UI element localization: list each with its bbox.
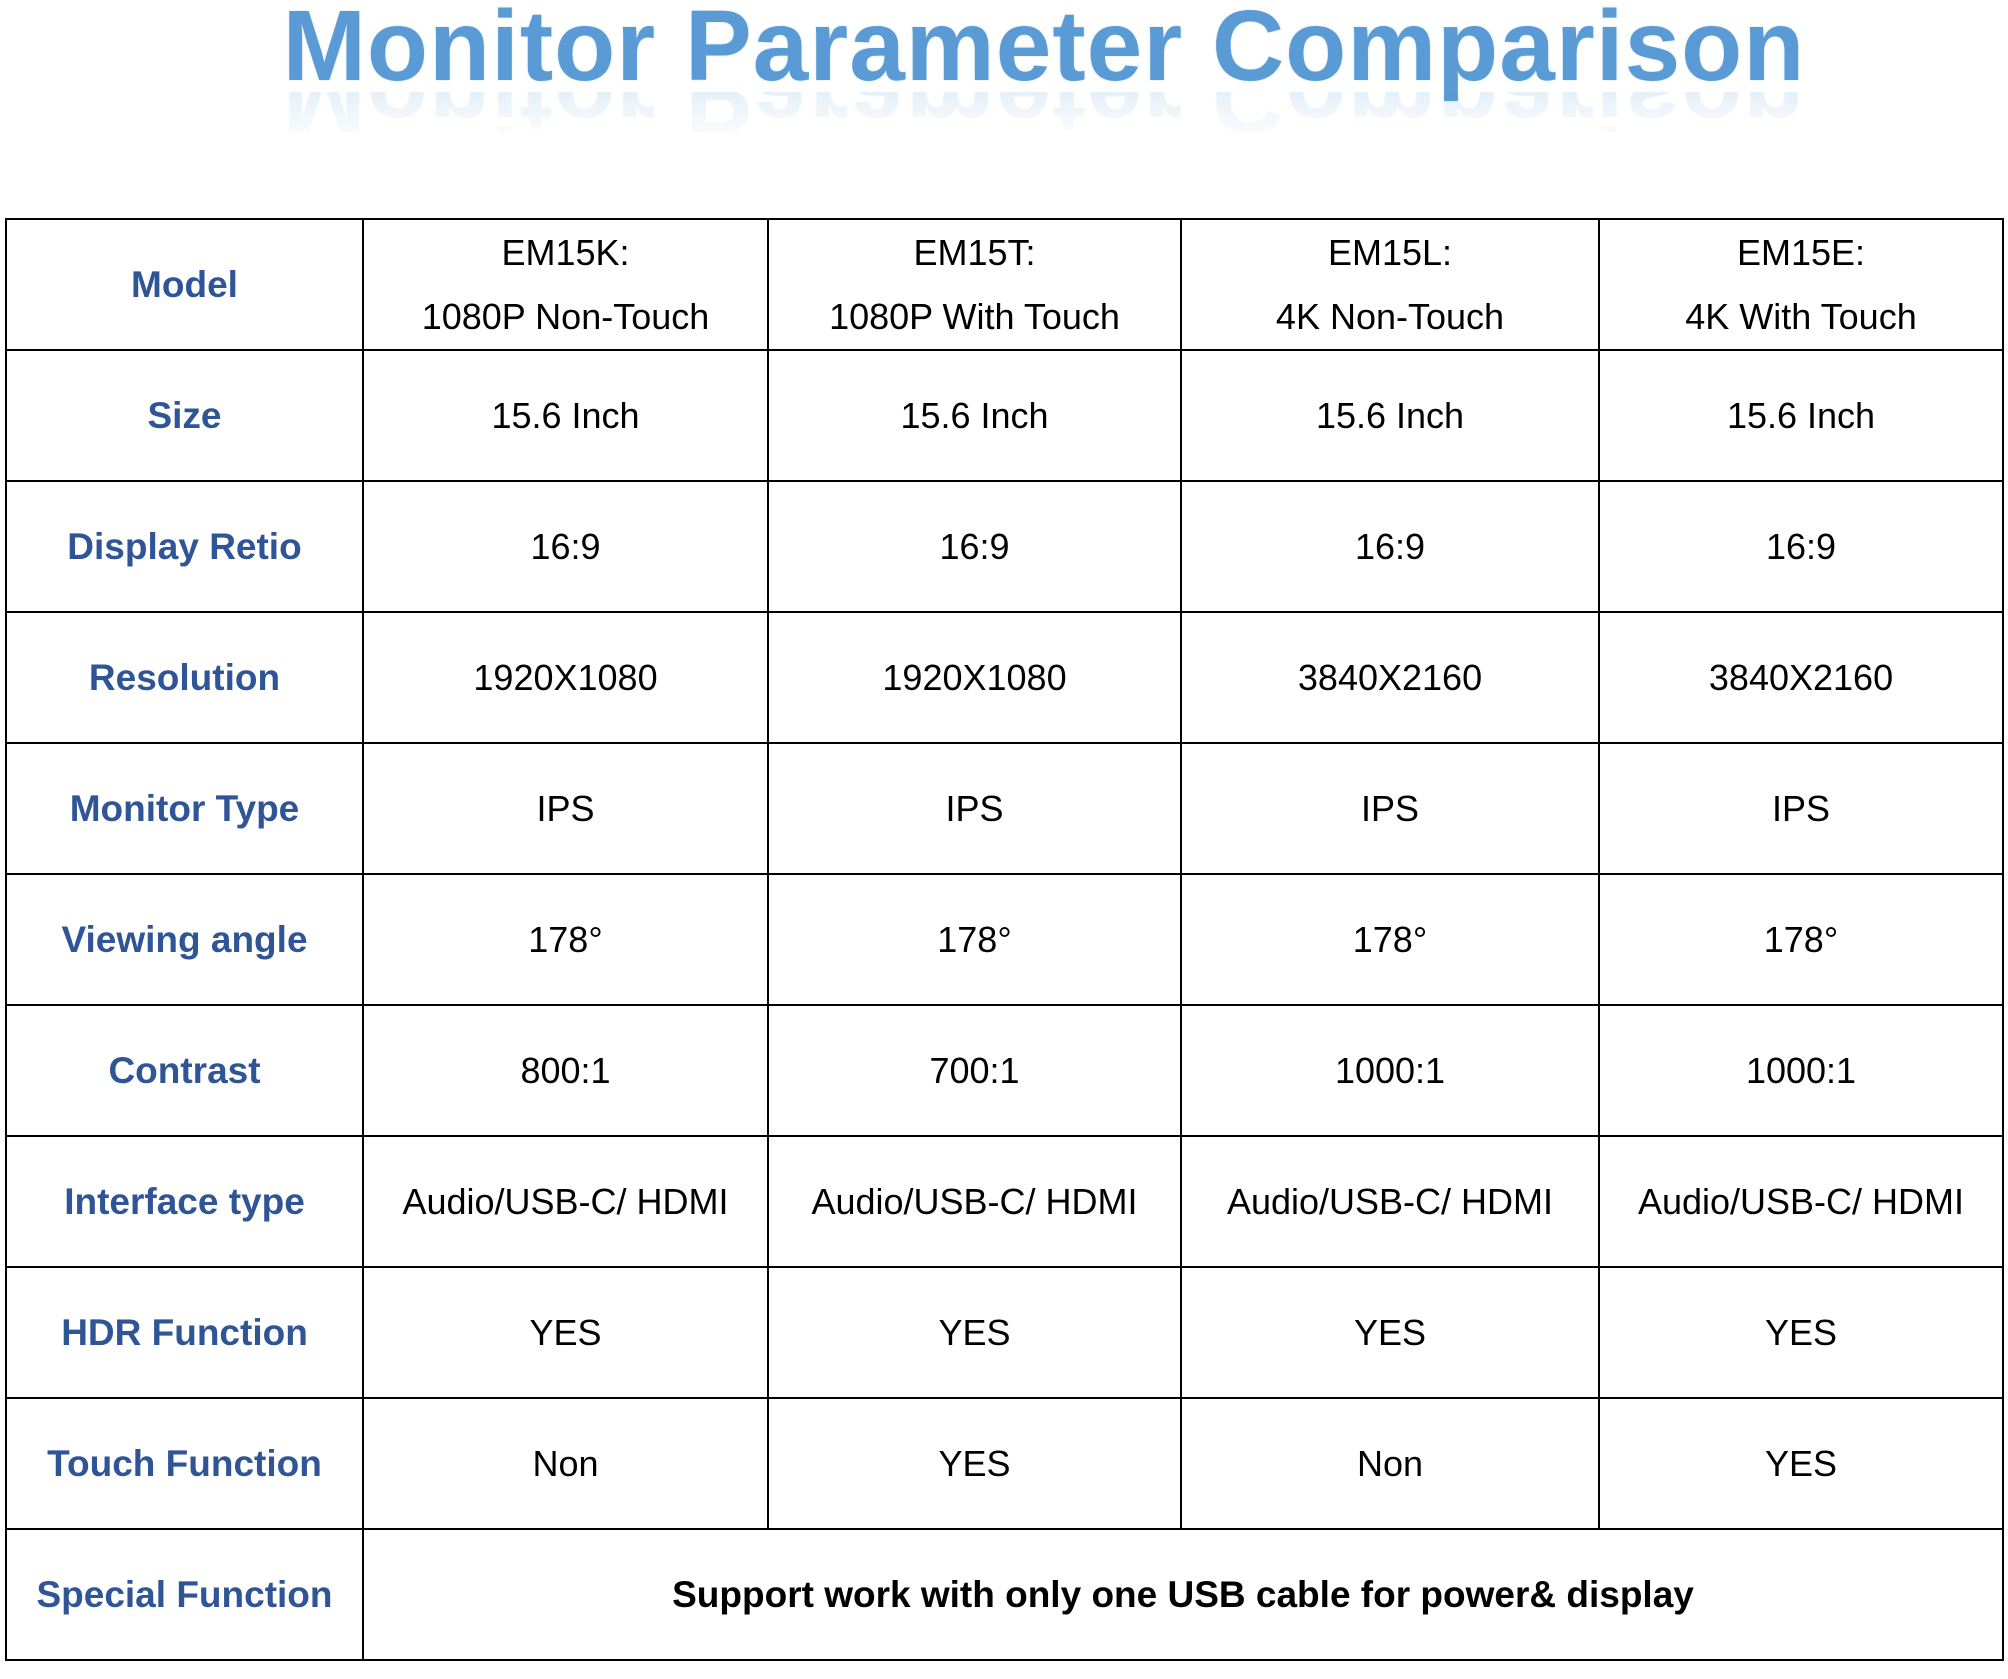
model-desc: 4K Non-Touch [1275,295,1505,337]
table-cell: 15.6 Inch [1180,349,1600,482]
table-cell: 15.6 Inch [1598,349,2004,482]
row-label-touch-function: Touch Function [5,1397,364,1530]
table-cell: IPS [767,742,1182,875]
title-area: Monitor Parameter Comparison Monitor Par… [0,0,2008,132]
row-touch-function: Touch Function Non YES Non YES [5,1397,2004,1530]
table-cell: IPS [1598,742,2004,875]
row-label-model: Model [5,218,364,351]
table-cell: 178° [1598,873,2004,1006]
model-cell-em15k: EM15K: 1080P Non-Touch [362,218,769,351]
page-title-text: Monitor Parameter Comparison [282,0,1806,102]
table-cell: YES [767,1397,1182,1530]
table-cell: Non [362,1397,769,1530]
model-code: EM15E: [1736,231,1866,273]
row-label-monitor-type: Monitor Type [5,742,364,875]
table-cell: 1000:1 [1180,1004,1600,1137]
table-cell: YES [1598,1397,2004,1530]
table-cell: 15.6 Inch [767,349,1182,482]
special-function-value: Support work with only one USB cable for… [362,1528,2004,1661]
table-cell: 178° [767,873,1182,1006]
title-reflection: Monitor Parameter Comparison [283,92,1806,132]
table-cell: 800:1 [362,1004,769,1137]
model-cell-em15l: EM15L: 4K Non-Touch [1180,218,1600,351]
model-code: EM15T: [913,231,1036,273]
table-cell: 1920X1080 [362,611,769,744]
row-label-hdr-function: HDR Function [5,1266,364,1399]
model-cell-em15t: EM15T: 1080P With Touch [767,218,1182,351]
table-cell: 700:1 [767,1004,1182,1137]
row-monitor-type: Monitor Type IPS IPS IPS IPS [5,742,2004,875]
row-label-display-ratio: Display Retio [5,480,364,613]
table-cell: IPS [1180,742,1600,875]
model-desc: 4K With Touch [1685,295,1917,337]
table-cell: YES [362,1266,769,1399]
row-label-contrast: Contrast [5,1004,364,1137]
model-desc: 1080P Non-Touch [421,295,710,337]
row-label-size: Size [5,349,364,482]
table-cell: 1920X1080 [767,611,1182,744]
row-label-viewing-angle: Viewing angle [5,873,364,1006]
table-cell: Non [1180,1397,1600,1530]
row-label-interface-type: Interface type [5,1135,364,1268]
table-cell: IPS [362,742,769,875]
row-size: Size 15.6 Inch 15.6 Inch 15.6 Inch 15.6 … [5,349,2004,482]
row-interface-type: Interface type Audio/USB-C/ HDMI Audio/U… [5,1135,2004,1268]
table-cell: 1000:1 [1598,1004,2004,1137]
model-code: EM15L: [1327,231,1453,273]
row-resolution: Resolution 1920X1080 1920X1080 3840X2160… [5,611,2004,744]
table-cell: 16:9 [362,480,769,613]
table-cell: YES [1598,1266,2004,1399]
title-reflection-text: Monitor Parameter Comparison [283,92,1806,132]
model-code: EM15K: [501,231,630,273]
table-cell: YES [767,1266,1182,1399]
spec-comparison-table: Model EM15K: 1080P Non-Touch EM15T: 1080… [5,218,2004,1661]
table-cell: YES [1180,1266,1600,1399]
row-special-function: Special Function Support work with only … [5,1528,2004,1661]
row-hdr-function: HDR Function YES YES YES YES [5,1266,2004,1399]
table-cell: 3840X2160 [1180,611,1600,744]
row-label-resolution: Resolution [5,611,364,744]
table-cell: Audio/USB-C/ HDMI [362,1135,769,1268]
table-cell: 178° [362,873,769,1006]
table-cell: 16:9 [767,480,1182,613]
table-cell: Audio/USB-C/ HDMI [1180,1135,1600,1268]
row-display-ratio: Display Retio 16:9 16:9 16:9 16:9 [5,480,2004,613]
table-cell: 16:9 [1598,480,2004,613]
row-model: Model EM15K: 1080P Non-Touch EM15T: 1080… [5,218,2004,351]
model-desc: 1080P With Touch [829,295,1120,337]
table-cell: 3840X2160 [1598,611,2004,744]
row-label-special-function: Special Function [5,1528,364,1661]
table-cell: Audio/USB-C/ HDMI [1598,1135,2004,1268]
page-title: Monitor Parameter Comparison Monitor Par… [283,0,1806,132]
model-cell-em15e: EM15E: 4K With Touch [1598,218,2004,351]
table-cell: Audio/USB-C/ HDMI [767,1135,1182,1268]
row-viewing-angle: Viewing angle 178° 178° 178° 178° [5,873,2004,1006]
table-cell: 15.6 Inch [362,349,769,482]
table-cell: 16:9 [1180,480,1600,613]
row-contrast: Contrast 800:1 700:1 1000:1 1000:1 [5,1004,2004,1137]
table-cell: 178° [1180,873,1600,1006]
